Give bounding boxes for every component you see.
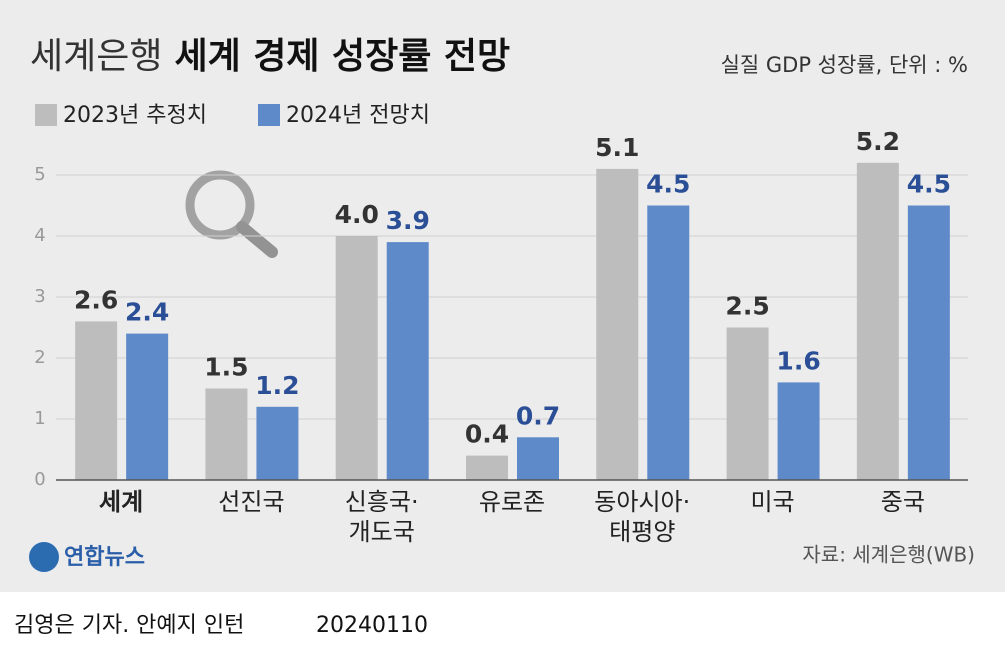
x-tick-label: 신흥국· 개도국 bbox=[344, 488, 419, 546]
subtitle: 실질 GDP 성장률, 단위 : % bbox=[721, 53, 968, 77]
value-label: 1.5 bbox=[204, 353, 248, 382]
legend-label: 2024년 전망치 bbox=[286, 103, 430, 128]
x-tick-label: 동아시아· 태평양 bbox=[594, 488, 691, 546]
y-tick-label: 1 bbox=[34, 408, 45, 429]
bar bbox=[777, 382, 820, 480]
y-tick-label: 3 bbox=[34, 286, 45, 307]
value-label: 2.4 bbox=[125, 298, 169, 327]
bar bbox=[466, 455, 508, 480]
chart-title: 세계은행 세계 경제 성장률 전망 bbox=[30, 36, 510, 77]
source: 자료: 세계은행(WB) bbox=[802, 543, 975, 567]
bar bbox=[907, 205, 950, 480]
bar bbox=[256, 406, 299, 480]
bar bbox=[335, 236, 378, 480]
title-main: 세계 경제 성장률 전망 bbox=[174, 36, 510, 77]
value-label: 5.2 bbox=[856, 127, 900, 156]
bar bbox=[596, 168, 639, 480]
bar bbox=[205, 388, 248, 480]
value-label: 4.5 bbox=[646, 170, 690, 199]
bar bbox=[726, 327, 769, 480]
title-lead: 세계은행 bbox=[30, 36, 162, 77]
value-label: 4.5 bbox=[907, 170, 951, 199]
date: 20240110 bbox=[316, 613, 428, 638]
bar bbox=[647, 205, 690, 480]
y-tick-label: 0 bbox=[34, 469, 45, 490]
credit: 김영은 기자. 안예지 인턴 bbox=[14, 613, 244, 638]
value-label: 1.2 bbox=[255, 371, 299, 400]
legend-swatch bbox=[258, 104, 280, 126]
value-label: 0.7 bbox=[516, 401, 560, 430]
x-tick-label: 세계 bbox=[99, 488, 144, 516]
bar bbox=[517, 437, 559, 480]
legend-swatch bbox=[35, 104, 57, 126]
value-label: 3.9 bbox=[386, 206, 430, 235]
bar bbox=[75, 321, 118, 480]
logo-icon bbox=[29, 542, 59, 572]
chart-background bbox=[0, 0, 1005, 592]
y-tick-label: 2 bbox=[34, 347, 45, 368]
x-tick-label: 선진국 bbox=[218, 488, 285, 516]
x-tick-label: 유로존 bbox=[478, 488, 546, 516]
value-label: 0.4 bbox=[465, 420, 509, 449]
bar bbox=[386, 242, 429, 480]
value-label: 5.1 bbox=[595, 133, 639, 162]
x-tick-label: 미국 bbox=[750, 488, 795, 516]
logo: 연합뉴스 bbox=[64, 544, 145, 570]
value-label: 2.6 bbox=[74, 285, 118, 314]
value-label: 2.5 bbox=[725, 292, 769, 321]
legend-label: 2023년 추정치 bbox=[63, 103, 207, 128]
y-tick-label: 4 bbox=[34, 225, 45, 246]
value-label: 4.0 bbox=[335, 200, 379, 229]
bar bbox=[126, 333, 169, 480]
value-label: 1.6 bbox=[776, 346, 820, 375]
bar bbox=[856, 162, 899, 481]
x-tick-label: 중국 bbox=[880, 488, 925, 516]
y-tick-label: 5 bbox=[34, 164, 45, 185]
